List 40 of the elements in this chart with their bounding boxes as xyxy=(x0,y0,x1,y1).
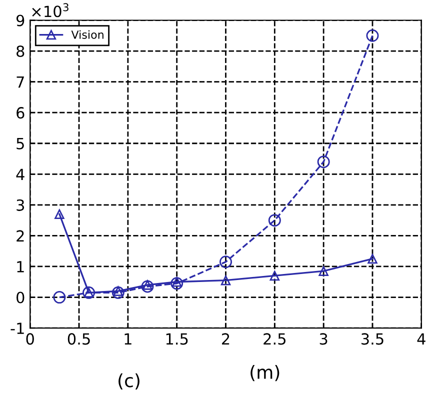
y-tick-label: 0 xyxy=(16,292,24,304)
y-tick-label: 5 xyxy=(16,138,24,150)
point xyxy=(366,29,379,42)
x-tick-label: 2 xyxy=(222,333,230,345)
point xyxy=(54,209,64,220)
point xyxy=(141,280,154,293)
x-tick-label: 1.5 xyxy=(166,333,188,345)
point xyxy=(142,280,152,290)
legend-label: Vision xyxy=(71,30,104,39)
point xyxy=(53,291,66,304)
point xyxy=(317,156,330,168)
x-tick-label: 4 xyxy=(417,333,426,345)
point xyxy=(112,286,124,299)
y-tick-label: 6 xyxy=(16,107,24,119)
point xyxy=(220,256,232,268)
x-tick-label: 3.5 xyxy=(362,333,384,345)
y-tick-label: 1 xyxy=(17,261,24,272)
y-tick-label: -1 xyxy=(10,322,24,334)
text: ×10$^{3}$ xyxy=(32,3,68,18)
y-tick-label: 8 xyxy=(16,45,24,58)
y-tick-label: 9 xyxy=(16,14,24,26)
y-tick-label: 4 xyxy=(16,168,24,180)
x-axis-title: (m) xyxy=(250,365,280,382)
x-tick-label: 1 xyxy=(124,333,132,345)
text: (c) xyxy=(118,373,140,390)
point xyxy=(220,275,231,286)
point xyxy=(113,286,124,296)
y-tick-label: 7 xyxy=(16,76,24,88)
x-tick-label: 3 xyxy=(320,333,328,345)
y-tick-label: 2 xyxy=(16,230,24,242)
x-tick-label: 2.5 xyxy=(264,333,286,345)
point xyxy=(268,214,281,227)
y-tick-label: 3 xyxy=(16,199,24,211)
x-tick-label: 0.5 xyxy=(68,333,90,345)
point xyxy=(270,270,280,281)
x-tick-label: 0 xyxy=(26,333,34,345)
point xyxy=(170,277,184,290)
point xyxy=(172,277,182,287)
point xyxy=(318,266,328,276)
point xyxy=(368,254,378,264)
